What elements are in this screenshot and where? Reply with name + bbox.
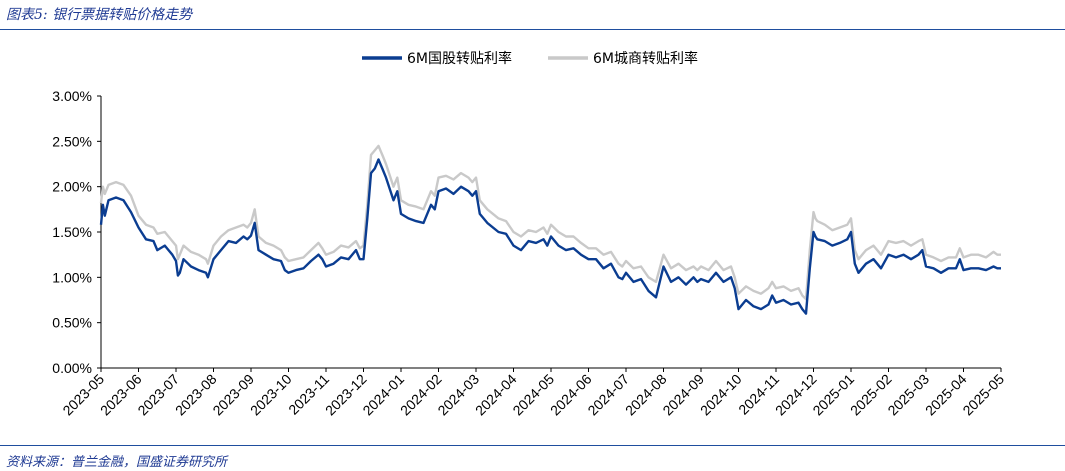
legend-label-2: 6M城商转贴利率 <box>593 50 698 67</box>
y-tick-label: 1.00% <box>52 269 92 285</box>
bottom-rule <box>0 445 1065 446</box>
y-axis: 0.00% 0.50% 1.00% 1.50% 2.00% 2.50% 3.00% <box>52 88 102 376</box>
top-rule <box>0 29 1065 30</box>
legend: 6M国股转贴利率 6M城商转贴利率 <box>362 50 698 67</box>
y-tick-label: 2.50% <box>52 133 92 149</box>
source-note: 资料来源：普兰金融，国盛证券研究所 <box>6 455 228 470</box>
x-axis: 2023-052023-062023-072023-082023-092023-… <box>59 367 1007 419</box>
series-line-chengshang <box>99 144 1001 301</box>
y-tick-label: 0.00% <box>52 360 92 376</box>
y-tick-label: 3.00% <box>52 88 92 104</box>
plot-area <box>99 144 1001 315</box>
legend-label-1: 6M国股转贴利率 <box>407 50 512 67</box>
y-tick-label: 2.00% <box>52 179 92 195</box>
x-tick-label: 2023-10 <box>247 371 295 419</box>
y-tick-label: 1.50% <box>52 224 92 240</box>
y-tick-label: 0.50% <box>52 315 92 331</box>
x-tick-label: 2024-10 <box>697 371 745 419</box>
x-tick-label: 2025-05 <box>959 371 1007 419</box>
series-line-guogu <box>99 158 1001 315</box>
figure-title: 图表5: 银行票据转贴价格走势 <box>6 7 193 23</box>
